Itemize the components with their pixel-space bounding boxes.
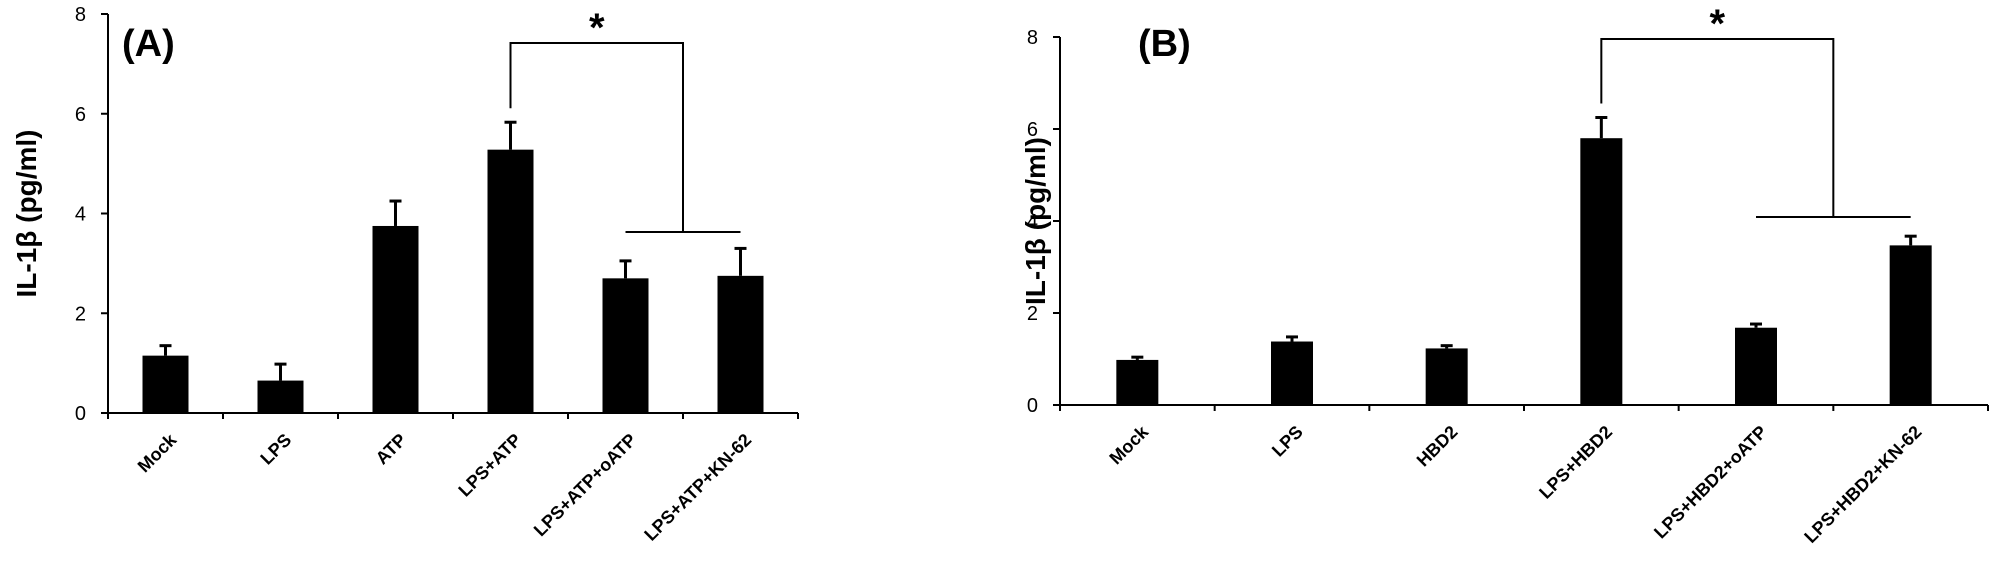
- y-tick-label: 8: [1027, 27, 1038, 49]
- bar-hbd2: [1425, 348, 1468, 405]
- bar-lps-atp: [487, 149, 534, 413]
- bar-lps-hbd2-kn-62: [1889, 245, 1932, 405]
- significance-marker: *: [1710, 2, 1726, 46]
- bar-atp: [372, 225, 419, 413]
- category-label: ATP: [372, 430, 411, 469]
- category-label: LPS+ATP: [454, 430, 525, 501]
- y-tick-label: 8: [75, 4, 86, 26]
- y-tick-label: 0: [75, 403, 86, 425]
- y-tick-label: 6: [75, 104, 86, 126]
- category-label: Mock: [134, 429, 181, 476]
- category-label: LPS+ATP+oATP: [530, 430, 641, 541]
- bar-lps: [257, 380, 304, 413]
- bar-mock: [1116, 359, 1159, 405]
- panel-label: (B): [1138, 23, 1191, 65]
- y-tick-label: 2: [75, 303, 86, 325]
- significance-marker: *: [589, 6, 605, 50]
- category-label: LPS+HBD2+KN-62: [1800, 422, 1925, 547]
- y-tick-label: 6: [1027, 119, 1038, 141]
- bar-lps-hbd2: [1580, 138, 1623, 405]
- bar-mock: [142, 355, 189, 413]
- y-tick-label: 4: [75, 204, 86, 226]
- panel-label: (A): [122, 23, 175, 65]
- y-tick-label: 2: [1027, 303, 1038, 325]
- y-axis-label: IL-1β (pg/ml): [1020, 137, 1051, 305]
- significance-bracket: [1600, 38, 1835, 217]
- category-label: LPS: [256, 430, 295, 469]
- significance-bracket: [509, 42, 684, 232]
- y-tick-label: 4: [1027, 211, 1038, 233]
- y-axis-label: IL-1β (pg/ml): [11, 130, 42, 298]
- category-label: LPS: [1268, 422, 1307, 461]
- bar-lps: [1271, 341, 1313, 405]
- bar-lps-atp-kn-62: [717, 275, 764, 413]
- y-tick-label: 0: [1027, 395, 1038, 417]
- bar-lps-hbd2-oatp: [1735, 327, 1777, 405]
- category-label: LPS+ATP+KN-62: [640, 430, 755, 545]
- category-label: HBD2: [1413, 422, 1462, 471]
- bar-lps-atp-oatp: [602, 278, 649, 413]
- category-label: LPS+HBD2+oATP: [1650, 422, 1771, 543]
- category-label: Mock: [1105, 421, 1152, 468]
- panel-b: 0 2 4 6 8 IL-1β (pg/ml) (B) Mock LPS HBD2 LPS+HBD2…: [1020, 2, 1989, 547]
- category-label: LPS+HBD2: [1535, 422, 1616, 503]
